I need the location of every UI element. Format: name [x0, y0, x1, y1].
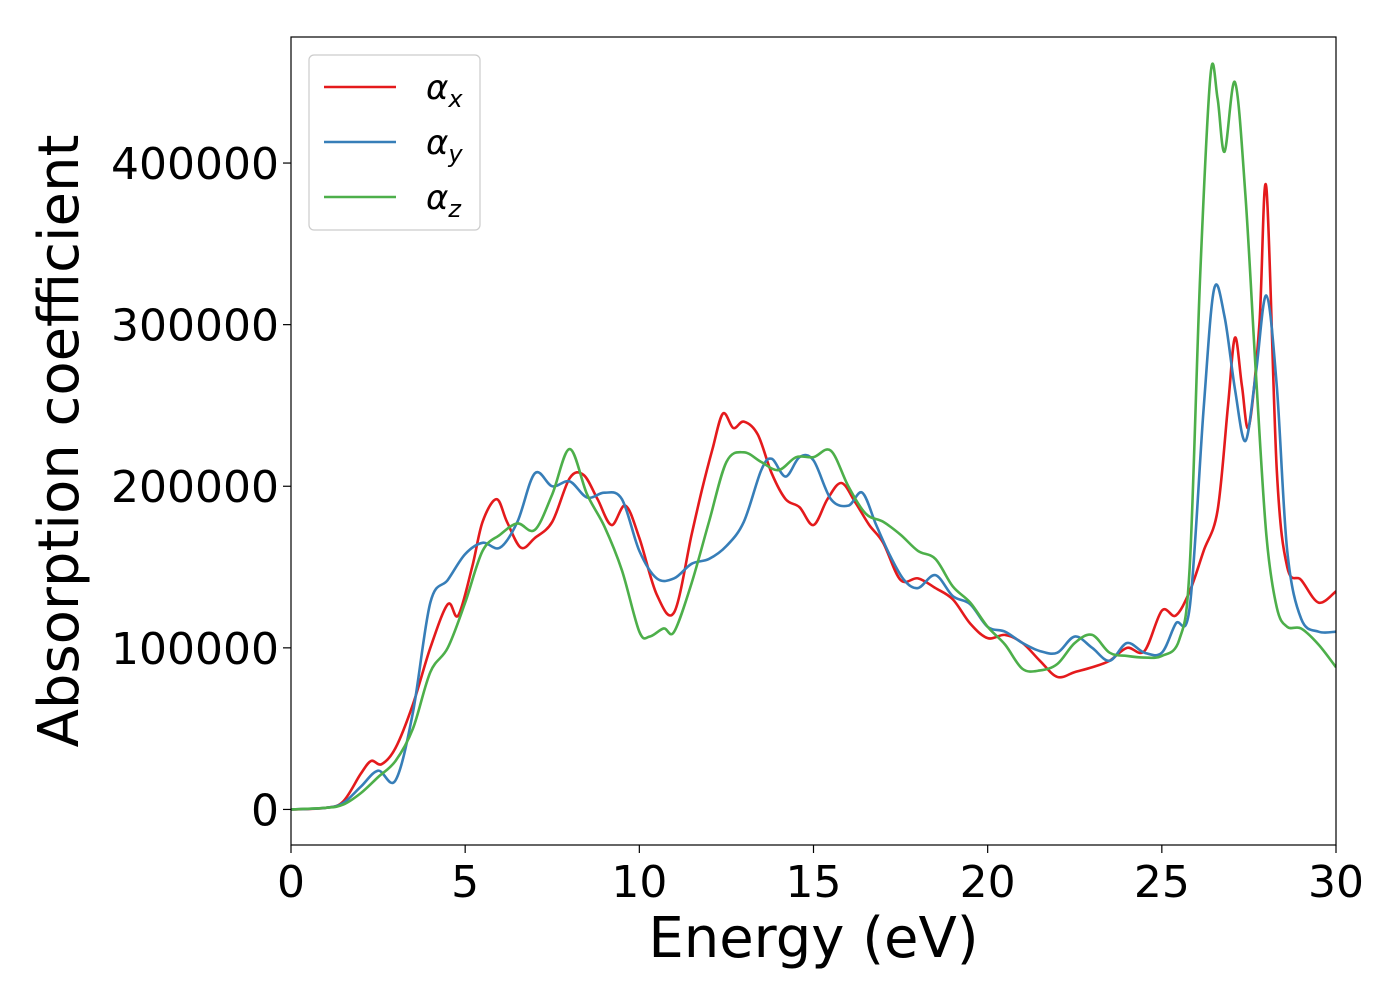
legend-label-x: αx: [426, 68, 463, 113]
legend-label-y: αy: [426, 123, 463, 168]
x-axis-title: Energy (eV): [648, 906, 978, 971]
y-tick-label: 200000: [111, 462, 279, 513]
x-tick-label: 10: [611, 857, 667, 908]
x-tick-label: 15: [786, 857, 842, 908]
legend: αx αy αz: [308, 54, 481, 231]
x-tick-label: 25: [1134, 857, 1190, 908]
y-tick-label: 0: [251, 785, 279, 836]
y-tick-label: 300000: [111, 301, 279, 352]
x-tick-label: 0: [277, 857, 305, 908]
x-axis-ticks: 0 5 10 15 20 25 30: [277, 845, 1364, 908]
series-line-y: [291, 283, 1336, 811]
x-tick-label: 30: [1308, 857, 1364, 908]
y-axis-ticks: 0 100000 200000 300000 400000: [111, 139, 291, 836]
legend-label-z: αz: [426, 178, 462, 223]
y-tick-label: 400000: [111, 139, 279, 190]
y-axis-title: Absorption coefficient: [27, 135, 92, 748]
series-layer: [291, 62, 1336, 811]
y-tick-label: 100000: [111, 624, 279, 675]
series-line-z: [291, 62, 1336, 811]
x-tick-label: 20: [960, 857, 1016, 908]
x-tick-label: 5: [451, 857, 479, 908]
series-line-x: [291, 182, 1336, 811]
